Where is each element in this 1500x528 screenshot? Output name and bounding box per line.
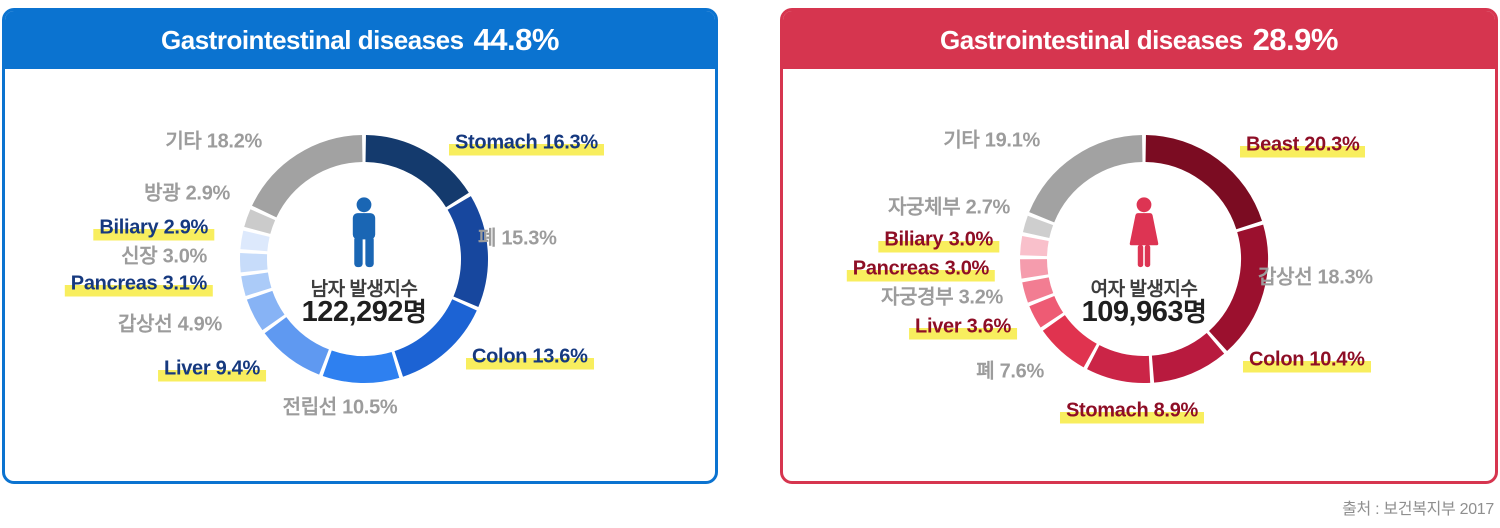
female-segment-label-6: 자궁경부 3.2% [880, 286, 1003, 309]
male-panel-header: Gastrointestinal diseases 44.8% [5, 11, 715, 69]
male-donut-segment-4 [264, 316, 330, 375]
female-segment-label-10: 기타 19.1% [943, 129, 1040, 152]
male-center-value: 122,292명 [234, 292, 494, 329]
male-donut-segment-10 [252, 135, 363, 218]
male-donut-segment-3 [322, 350, 400, 383]
male-donut-segment-0 [365, 135, 469, 208]
male-segment-label-7: 신장 3.0% [121, 245, 207, 268]
male-segment-label-10: 기타 18.2% [165, 130, 262, 153]
female-segment-label-5: Liver 3.6% [909, 314, 1017, 340]
female-segment-label-2: Colon 10.4% [1243, 347, 1371, 373]
male-donut-segment-2 [394, 298, 477, 377]
female-donut-segment-10 [1029, 135, 1143, 223]
male-chart-panel: Gastrointestinal diseases 44.8% [2, 8, 718, 484]
male-segment-label-2: Colon 13.6% [466, 344, 594, 370]
female-segment-label-0: Beast 20.3% [1240, 132, 1366, 158]
female-donut-segment-3 [1087, 344, 1151, 383]
male-center-label: 남자 발생지수 [310, 279, 418, 300]
male-header-percentage: 44.8% [473, 22, 560, 57]
male-segment-label-0: Stomach 16.3% [449, 130, 604, 156]
male-center-number: 122,292 [301, 296, 404, 328]
female-center-unit: 명 [1182, 297, 1207, 327]
male-segment-label-8: Biliary 2.9% [93, 215, 214, 241]
male-segment-label-1: 폐 15.3% [478, 227, 557, 250]
female-segment-label-8: Biliary 3.0% [878, 227, 999, 253]
male-donut-chart [240, 135, 488, 383]
male-donut-segment-9 [244, 209, 276, 235]
female-center-number: 109,963 [1081, 296, 1184, 328]
female-segment-label-9: 자궁체부 2.7% [887, 196, 1010, 219]
female-segment-label-3: Stomach 8.9% [1059, 398, 1205, 424]
source-citation: 출처 : 보건복지부 2017 [1342, 501, 1494, 518]
female-donut-segment-1 [1208, 224, 1268, 352]
male-donut-segment-6 [241, 272, 272, 296]
female-center-label: 여자 발생지수 [1090, 279, 1198, 300]
female-donut-segment-9 [1022, 215, 1054, 239]
male-donut-segment-5 [246, 290, 285, 331]
female-donut-segment-2 [1151, 332, 1225, 383]
female-segment-label-1: 갑상선 18.3% [1258, 266, 1373, 289]
male-segment-label-3: 전립선 10.5% [282, 396, 398, 419]
female-donut-chart [1020, 135, 1268, 383]
female-person-icon [1122, 197, 1166, 271]
female-donut-segment-7 [1020, 258, 1049, 279]
male-segment-label-4: Liver 9.4% [158, 356, 266, 382]
female-donut-segment-6 [1022, 277, 1054, 303]
male-header-title: Gastrointestinal diseases [161, 24, 464, 55]
female-center-value: 109,963명 [1014, 292, 1274, 329]
female-donut-segment-0 [1145, 135, 1263, 230]
female-panel-header: Gastrointestinal diseases 28.9% [783, 11, 1495, 69]
male-segment-label-5: 갑상선 4.9% [118, 313, 222, 336]
female-donut-segment-8 [1020, 235, 1049, 257]
male-donut-segment-8 [240, 230, 270, 252]
male-segment-label-6: Pancreas 3.1% [64, 271, 213, 297]
male-segment-label-9: 방광 2.9% [144, 182, 230, 205]
female-header-title: Gastrointestinal diseases [940, 24, 1243, 55]
male-person-icon [344, 197, 384, 271]
male-donut-segment-7 [240, 252, 268, 273]
female-header-percentage: 28.9% [1252, 22, 1339, 57]
female-donut-segment-4 [1042, 314, 1098, 368]
male-donut-segment-1 [447, 196, 488, 307]
female-segment-label-4: 폐 7.6% [976, 360, 1044, 383]
male-center-unit: 명 [402, 297, 427, 327]
female-donut-segment-5 [1029, 295, 1064, 328]
female-segment-label-7: Pancreas 3.0% [846, 256, 995, 282]
